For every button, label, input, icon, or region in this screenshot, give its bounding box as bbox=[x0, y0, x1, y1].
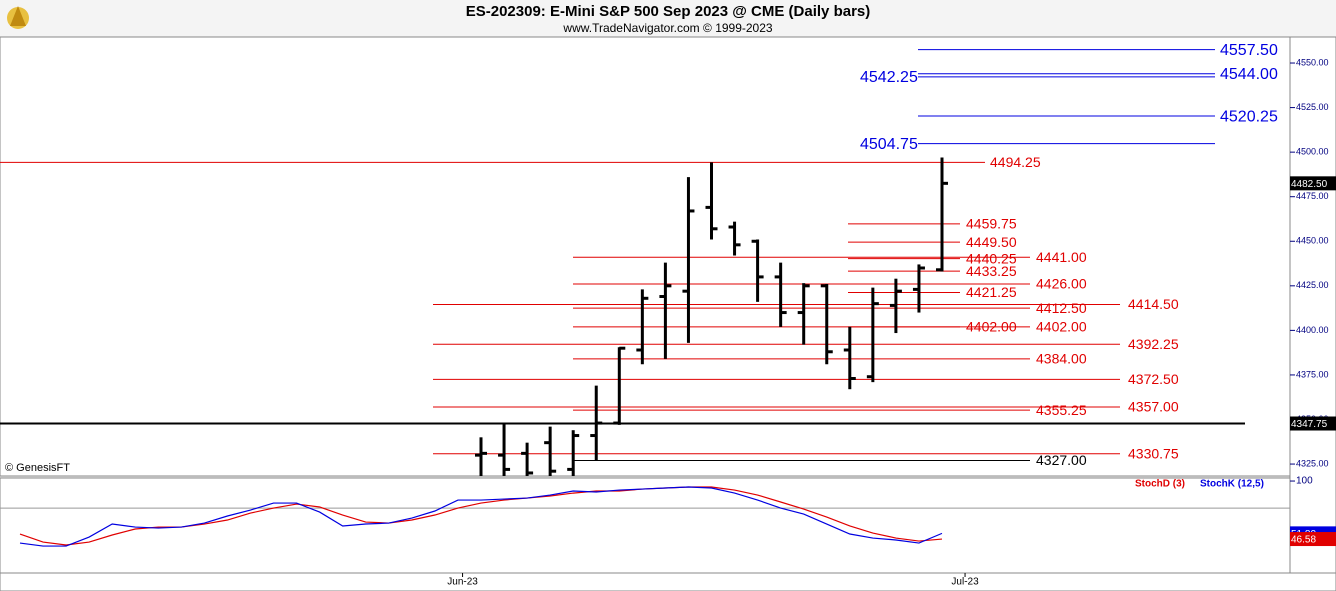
level-label: 4504.75 bbox=[860, 136, 918, 153]
watermark: © GenesisFT bbox=[5, 462, 70, 474]
level-label: 4412.50 bbox=[1036, 300, 1087, 316]
y-tick-label: 4375.00 bbox=[1296, 369, 1329, 379]
y-tick-label: 4325.00 bbox=[1296, 458, 1329, 468]
legend-entry: StochD (3) bbox=[1135, 479, 1185, 490]
level-label: 4557.50 bbox=[1220, 42, 1278, 59]
level-label: 4392.25 bbox=[1128, 336, 1179, 352]
last-price-label: 4482.50 bbox=[1291, 179, 1328, 190]
y-tick-label: 4425.00 bbox=[1296, 280, 1329, 290]
level-label: 4433.25 bbox=[966, 263, 1017, 279]
level-label: 4441.00 bbox=[1036, 249, 1087, 265]
level-label: 4449.50 bbox=[966, 234, 1017, 250]
y-tick-label: 100 bbox=[1296, 476, 1313, 487]
level-label: 4520.25 bbox=[1220, 108, 1278, 125]
chart-title: ES-202309: E-Mini S&P 500 Sep 2023 @ CME… bbox=[466, 3, 871, 20]
level-label: 4355.25 bbox=[1036, 402, 1087, 418]
level-label: 4372.50 bbox=[1128, 371, 1179, 387]
level-label: 4426.00 bbox=[1036, 276, 1087, 292]
x-tick-label: Jul-23 bbox=[951, 577, 979, 588]
level-label: 4327.00 bbox=[1036, 452, 1087, 468]
y-tick-label: 4500.00 bbox=[1296, 147, 1329, 157]
level-label: 4402.00 bbox=[966, 319, 1017, 335]
x-axis bbox=[0, 572, 1336, 591]
last-price-box bbox=[1290, 176, 1336, 191]
price-plot bbox=[0, 49, 1245, 476]
y-tick-label: 4400.00 bbox=[1296, 325, 1329, 335]
level-label: 4440.25 bbox=[966, 250, 1017, 266]
price-box bbox=[1290, 416, 1336, 431]
y-tick-label: 4550.00 bbox=[1296, 57, 1329, 67]
y-tick-label: 4450.00 bbox=[1296, 236, 1329, 246]
level-label: 4421.25 bbox=[966, 284, 1017, 300]
level-label: 4459.75 bbox=[966, 216, 1017, 232]
x-tick-label: Jun-23 bbox=[447, 577, 478, 588]
chart-subtitle: www.TradeNavigator.com © 1999-2023 bbox=[562, 21, 772, 35]
level-label: 4357.00 bbox=[1128, 399, 1179, 415]
logo bbox=[7, 6, 29, 29]
right-axis bbox=[1289, 36, 1336, 574]
level-label: 4494.25 bbox=[990, 154, 1041, 170]
stoch-panel bbox=[0, 477, 1291, 574]
legend-entry: StochK (12,5) bbox=[1200, 479, 1264, 490]
price-box-label: 4347.75 bbox=[1291, 419, 1328, 430]
header-bg bbox=[0, 0, 1336, 37]
level-label: 4330.75 bbox=[1128, 446, 1179, 462]
y-tick-label: 4475.00 bbox=[1296, 191, 1329, 201]
y-tick-label: 4525.00 bbox=[1296, 102, 1329, 112]
stoch-line bbox=[19, 486, 943, 547]
price-panel bbox=[0, 36, 1291, 477]
level-label: 4414.50 bbox=[1128, 296, 1179, 312]
level-label: 4542.25 bbox=[860, 69, 918, 86]
stoch-box bbox=[1290, 532, 1336, 547]
level-label: 4402.00 bbox=[1036, 319, 1087, 335]
level-label: 4544.00 bbox=[1220, 66, 1278, 83]
level-label: 4384.00 bbox=[1036, 351, 1087, 367]
stoch-box-label: 46.58 bbox=[1291, 535, 1316, 546]
